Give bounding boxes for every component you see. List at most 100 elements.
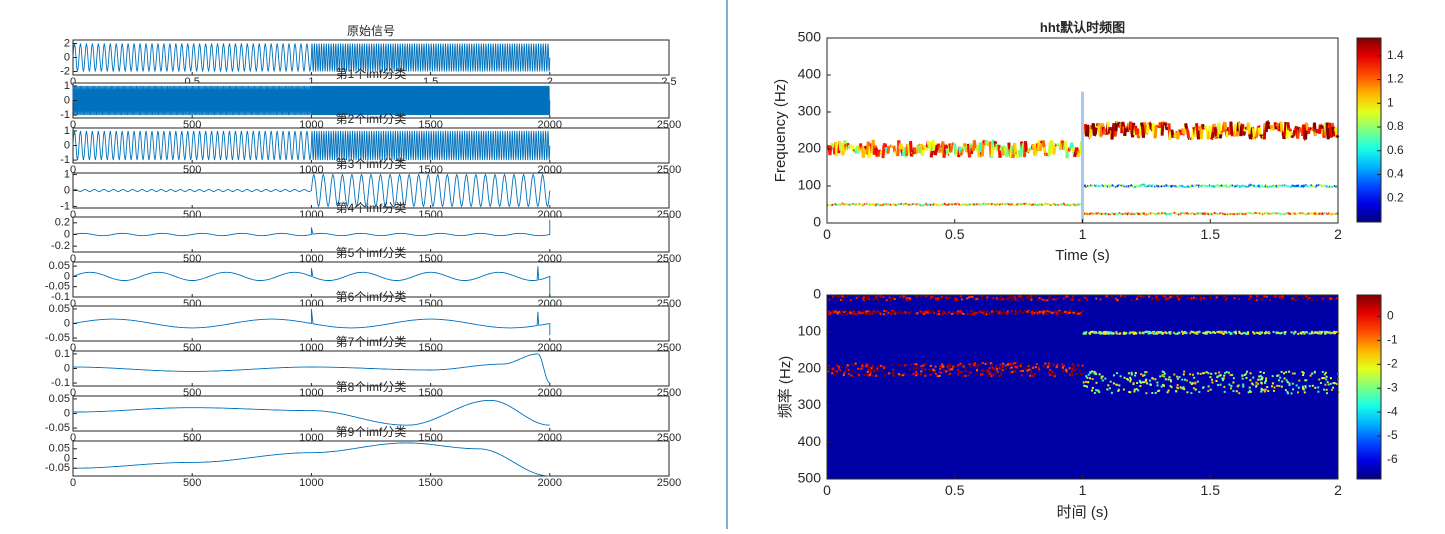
heatmap-cell bbox=[920, 365, 922, 367]
heatmap-cell bbox=[900, 375, 902, 377]
heatmap-cell bbox=[1092, 378, 1094, 380]
heatmap-cell bbox=[1014, 296, 1016, 298]
heatmap-cell bbox=[876, 298, 878, 300]
heatmap-cell bbox=[893, 312, 895, 314]
ridge-segment bbox=[1000, 204, 1001, 205]
ridge-segment bbox=[1282, 213, 1283, 214]
heatmap-cell bbox=[1129, 380, 1131, 382]
ridge-segment bbox=[1279, 213, 1280, 214]
heatmap-cell bbox=[1136, 298, 1138, 300]
heatmap-cell bbox=[1226, 371, 1228, 373]
heatmap-cell bbox=[1330, 298, 1332, 300]
heatmap-cell bbox=[1162, 375, 1164, 377]
ridge-segment bbox=[1194, 127, 1195, 129]
ridge-segment bbox=[833, 144, 834, 148]
ridge-segment bbox=[1074, 204, 1075, 206]
ridge-segment bbox=[1040, 204, 1041, 205]
heatmap-cell bbox=[1220, 374, 1222, 376]
heatmap-cell bbox=[1137, 296, 1139, 298]
heatmap-cell bbox=[1237, 385, 1239, 387]
ridge-segment bbox=[1015, 143, 1016, 154]
heatmap-cell bbox=[991, 311, 993, 313]
ridge-segment bbox=[934, 204, 935, 205]
ridge-segment bbox=[1231, 122, 1232, 135]
heatmap-cell bbox=[1273, 331, 1275, 333]
heatmap-cell bbox=[1206, 333, 1208, 335]
heatmap-cell bbox=[1303, 297, 1305, 299]
heatmap-cell bbox=[1163, 385, 1165, 387]
heatmap-cell bbox=[909, 297, 911, 299]
heatmap-cell bbox=[1175, 390, 1177, 392]
heatmap-cell bbox=[1089, 377, 1091, 379]
heatmap-cell bbox=[1278, 385, 1280, 387]
heatmap-cell bbox=[892, 374, 894, 376]
heatmap-cell bbox=[977, 368, 979, 370]
heatmap-cell bbox=[1134, 375, 1136, 377]
ridge-segment bbox=[1165, 213, 1166, 215]
heatmap-cell bbox=[1241, 333, 1243, 335]
heatmap-cell bbox=[990, 362, 992, 364]
ridge-segment bbox=[916, 204, 917, 206]
ridge-segment bbox=[1175, 213, 1176, 214]
heatmap-cell bbox=[1207, 390, 1209, 392]
heatmap-cell bbox=[962, 364, 964, 366]
heatmap-cell bbox=[961, 299, 963, 301]
heatmap-cell bbox=[1284, 378, 1286, 380]
heatmap-cell bbox=[1202, 372, 1204, 374]
heatmap-cell bbox=[840, 313, 842, 315]
y-tick-label: 100 bbox=[798, 177, 822, 193]
ridge-segment bbox=[858, 151, 859, 153]
heatmap-cell bbox=[1062, 367, 1064, 369]
y-axis-label: Frequency (Hz) bbox=[772, 79, 789, 182]
ridge-segment bbox=[1077, 147, 1078, 150]
heatmap-cell bbox=[830, 312, 832, 314]
heatmap-cell bbox=[1292, 373, 1294, 375]
heatmap-cell bbox=[951, 368, 953, 370]
heatmap-cell bbox=[844, 372, 846, 374]
heatmap-cell bbox=[1057, 364, 1059, 366]
heatmap-cell bbox=[1184, 379, 1186, 381]
heatmap-cell bbox=[865, 311, 867, 313]
ridge-segment bbox=[1289, 186, 1290, 187]
heatmap-cell bbox=[1145, 379, 1147, 381]
heatmap-cell bbox=[1224, 391, 1226, 393]
y-tick-label: 300 bbox=[798, 396, 822, 412]
heatmap-cell bbox=[1019, 296, 1021, 298]
colorbar bbox=[1357, 38, 1381, 222]
heatmap-cell bbox=[1183, 388, 1185, 390]
ridge-segment bbox=[962, 205, 963, 206]
heatmap-cell bbox=[983, 370, 985, 372]
heatmap-cell bbox=[1303, 372, 1305, 374]
heatmap-cell bbox=[1281, 381, 1283, 383]
heatmap-cell bbox=[999, 364, 1001, 366]
heatmap-cell bbox=[924, 369, 926, 371]
ridge-segment bbox=[1270, 186, 1271, 187]
ridge-segment bbox=[1277, 213, 1278, 214]
heatmap-cell bbox=[937, 375, 939, 377]
heatmap-cell bbox=[949, 366, 951, 368]
heatmap-cell bbox=[1324, 333, 1326, 335]
heatmap-cell bbox=[1136, 382, 1138, 384]
heatmap-cell bbox=[867, 371, 869, 373]
heatmap-cell bbox=[1231, 332, 1233, 334]
ridge-segment bbox=[1143, 213, 1144, 215]
heatmap-cell bbox=[1288, 371, 1290, 373]
heatmap-cell bbox=[1002, 298, 1004, 300]
heatmap-cell bbox=[912, 373, 914, 375]
ridge-segment bbox=[1153, 213, 1154, 215]
heatmap-cell bbox=[1294, 299, 1296, 301]
heatmap-cell bbox=[1168, 390, 1170, 392]
ridge-segment bbox=[884, 204, 885, 205]
heatmap-cell bbox=[1196, 297, 1198, 299]
subplot-title: 原始信号 bbox=[347, 24, 395, 38]
heatmap-cell bbox=[941, 363, 943, 365]
ridge-segment bbox=[956, 154, 957, 156]
heatmap-cell bbox=[1263, 372, 1265, 374]
ridge-segment bbox=[986, 204, 987, 205]
heatmap-cell bbox=[1054, 374, 1056, 376]
heatmap-cell bbox=[1261, 378, 1263, 380]
heatmap-cell bbox=[930, 365, 932, 367]
ridge-segment bbox=[1049, 144, 1050, 155]
ridge-segment bbox=[1149, 123, 1150, 124]
ridge-segment bbox=[1253, 128, 1254, 129]
